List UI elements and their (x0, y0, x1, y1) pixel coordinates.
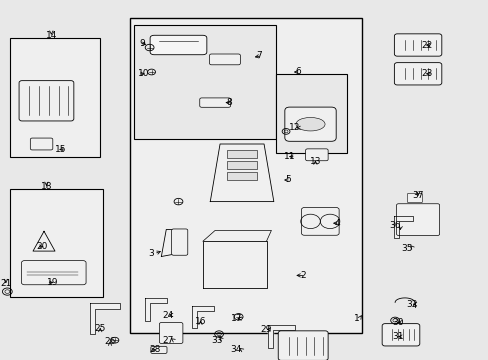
FancyBboxPatch shape (407, 193, 422, 203)
FancyBboxPatch shape (150, 346, 166, 354)
Text: 32: 32 (406, 300, 417, 309)
Ellipse shape (295, 117, 325, 131)
Text: 25: 25 (94, 324, 106, 333)
Bar (134, 25, 276, 139)
Text: 27: 27 (162, 336, 173, 345)
FancyBboxPatch shape (393, 63, 441, 85)
Text: 31: 31 (391, 332, 403, 341)
Text: 34: 34 (230, 346, 242, 354)
Text: 10: 10 (138, 69, 149, 78)
Text: 26: 26 (104, 337, 116, 346)
FancyBboxPatch shape (19, 81, 74, 121)
FancyBboxPatch shape (382, 324, 419, 346)
Text: 5: 5 (285, 175, 290, 184)
Bar (10, 189, 102, 297)
FancyBboxPatch shape (199, 98, 230, 107)
Text: 37: 37 (411, 191, 423, 200)
Text: 4: 4 (333, 219, 339, 228)
FancyBboxPatch shape (21, 261, 86, 285)
Text: 24: 24 (162, 310, 173, 320)
Text: 1: 1 (353, 314, 359, 323)
Text: 8: 8 (226, 98, 232, 107)
Text: 35: 35 (401, 244, 412, 253)
Text: 12: 12 (289, 123, 300, 132)
Text: 29: 29 (260, 325, 271, 334)
FancyBboxPatch shape (305, 149, 327, 161)
FancyBboxPatch shape (284, 107, 336, 141)
Text: 20: 20 (37, 242, 48, 251)
Text: 36: 36 (388, 220, 400, 230)
Text: 33: 33 (210, 336, 222, 345)
Bar (227, 172, 256, 180)
FancyBboxPatch shape (171, 229, 187, 255)
Text: 2: 2 (299, 271, 305, 280)
Text: 11: 11 (284, 152, 295, 161)
Polygon shape (33, 231, 55, 251)
FancyBboxPatch shape (150, 35, 206, 55)
Text: 16: 16 (194, 317, 206, 326)
FancyBboxPatch shape (209, 54, 240, 65)
Bar (276, 74, 346, 153)
Text: 30: 30 (391, 318, 403, 327)
FancyBboxPatch shape (30, 138, 53, 150)
Bar (227, 150, 256, 158)
Polygon shape (90, 303, 120, 334)
Text: 3: 3 (148, 249, 154, 258)
Text: 18: 18 (41, 182, 52, 191)
Text: 17: 17 (230, 314, 242, 323)
Text: 15: 15 (54, 145, 66, 154)
Polygon shape (191, 306, 214, 328)
Text: 22: 22 (421, 40, 432, 49)
Bar (129, 18, 361, 333)
Text: 14: 14 (45, 31, 57, 40)
Polygon shape (145, 298, 167, 321)
Text: 28: 28 (149, 346, 160, 354)
Polygon shape (161, 230, 181, 256)
FancyBboxPatch shape (301, 207, 339, 235)
FancyBboxPatch shape (159, 323, 183, 343)
FancyBboxPatch shape (393, 34, 441, 56)
Bar (227, 161, 256, 169)
Text: 19: 19 (46, 278, 58, 287)
Polygon shape (393, 216, 412, 238)
Text: 7: 7 (255, 51, 261, 60)
Bar (10, 38, 100, 157)
Text: 21: 21 (0, 279, 12, 288)
Text: 6: 6 (294, 68, 300, 77)
Text: 9: 9 (139, 39, 145, 48)
Text: 13: 13 (309, 157, 321, 166)
Polygon shape (210, 144, 273, 202)
Polygon shape (267, 325, 294, 348)
Text: 23: 23 (421, 69, 432, 78)
FancyBboxPatch shape (396, 204, 439, 235)
FancyBboxPatch shape (278, 331, 327, 360)
Polygon shape (203, 241, 266, 288)
